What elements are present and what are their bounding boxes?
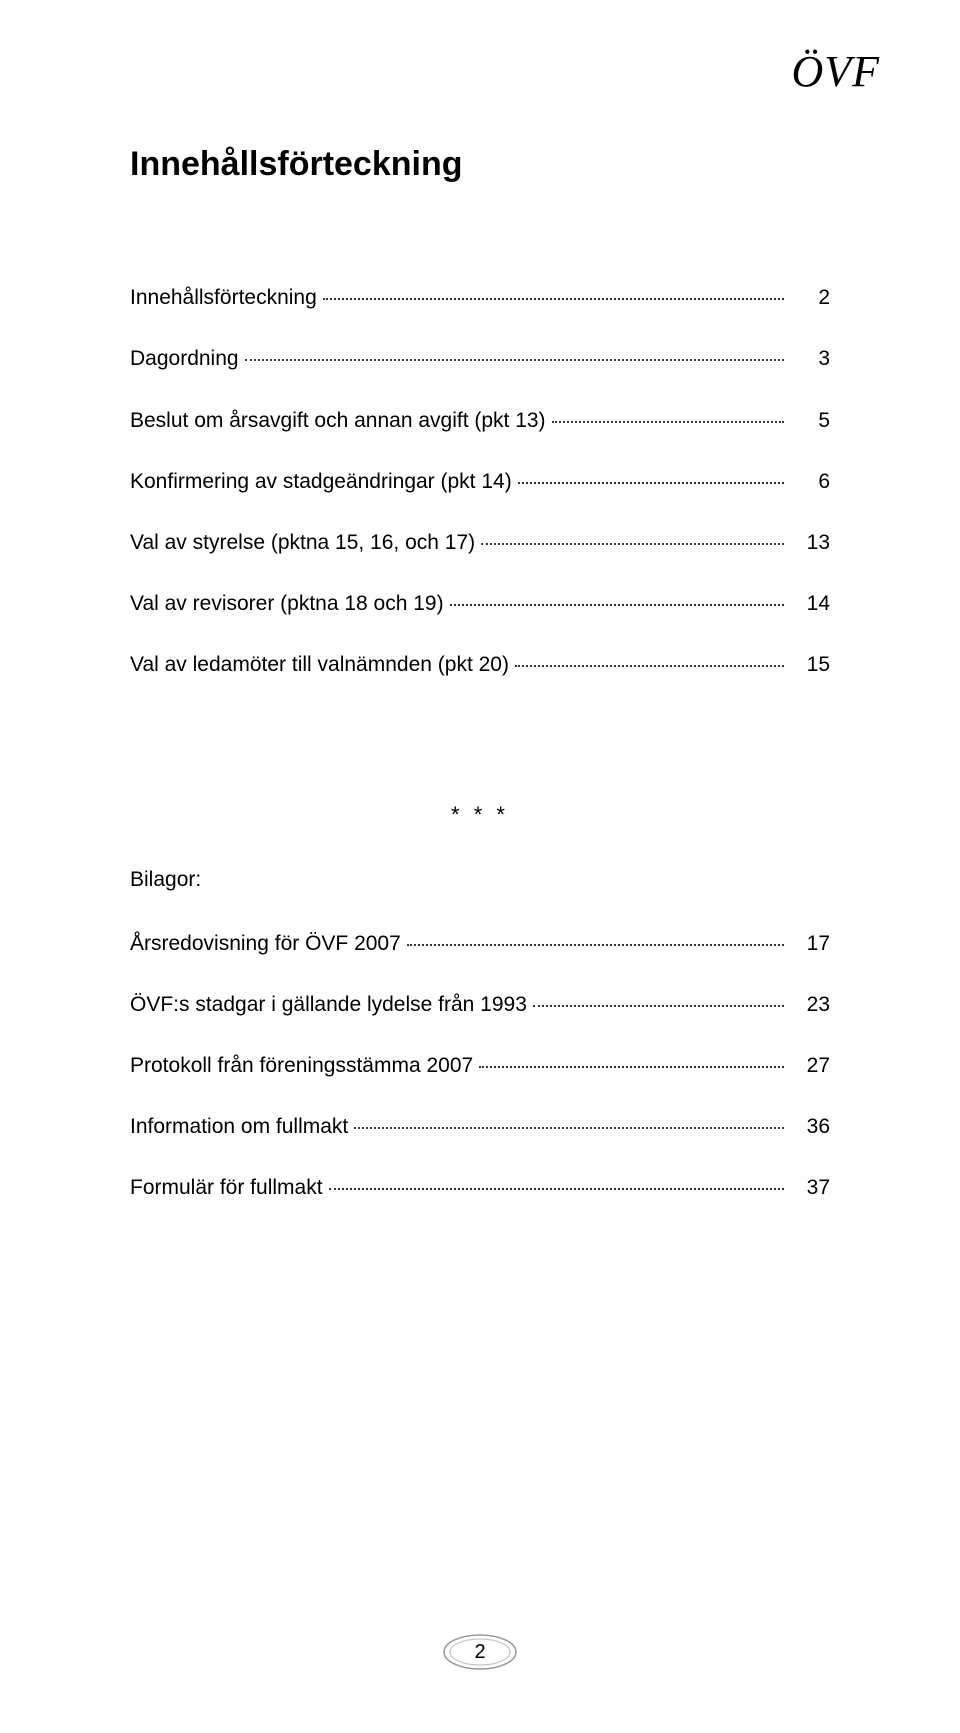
toc-page-number: 2 <box>790 286 830 310</box>
toc-label: Val av revisorer (pktna 18 och 19) <box>130 592 444 616</box>
toc-leader <box>245 340 784 365</box>
toc-label: Val av ledamöter till valnämnden (pkt 20… <box>130 653 509 677</box>
toc-label: ÖVF:s stadgar i gällande lydelse från 19… <box>130 993 527 1017</box>
toc-leader <box>515 646 784 671</box>
toc-page-number: 5 <box>790 409 830 433</box>
page-number-badge: 2 <box>440 1631 520 1673</box>
toc-row: Val av ledamöter till valnämnden (pkt 20… <box>130 646 830 677</box>
toc-page-number: 6 <box>790 470 830 494</box>
toc-label: Dagordning <box>130 347 239 371</box>
toc-page-number: 13 <box>790 531 830 555</box>
toc-label: Innehållsförteckning <box>130 286 317 310</box>
toc-bilagor-list: Årsredovisning för ÖVF 2007 17 ÖVF:s sta… <box>130 924 830 1200</box>
toc-page-number: 3 <box>790 347 830 371</box>
toc-leader <box>479 1047 784 1072</box>
toc-page-number: 17 <box>790 932 830 956</box>
content-area: Innehållsförteckning Innehållsförtecknin… <box>130 145 830 1230</box>
toc-label: Information om fullmakt <box>130 1115 348 1139</box>
toc-leader <box>552 401 784 426</box>
toc-leader <box>354 1108 784 1133</box>
toc-row: Formulär för fullmakt 37 <box>130 1169 830 1200</box>
toc-page-number: 37 <box>790 1176 830 1200</box>
toc-label: Konfirmering av stadgeändringar (pkt 14) <box>130 470 512 494</box>
bilagor-heading: Bilagor: <box>130 868 830 892</box>
toc-leader <box>329 1169 784 1194</box>
toc-leader <box>323 279 784 304</box>
toc-page-number: 14 <box>790 592 830 616</box>
toc-row: Information om fullmakt 36 <box>130 1108 830 1139</box>
toc-label: Val av styrelse (pktna 15, 16, och 17) <box>130 531 475 555</box>
page-footer: 2 <box>0 1631 960 1673</box>
toc-label: Årsredovisning för ÖVF 2007 <box>130 932 401 956</box>
toc-row: Innehållsförteckning 2 <box>130 279 830 310</box>
toc-row: Val av styrelse (pktna 15, 16, och 17) 1… <box>130 524 830 555</box>
toc-row: ÖVF:s stadgar i gällande lydelse från 19… <box>130 986 830 1017</box>
toc-leader <box>450 585 784 610</box>
toc-leader <box>518 463 784 488</box>
toc-row: Beslut om årsavgift och annan avgift (pk… <box>130 401 830 432</box>
toc-leader <box>481 524 784 549</box>
page-title: Innehållsförteckning <box>130 145 830 184</box>
toc-page-number: 23 <box>790 993 830 1017</box>
page-number-text: 2 <box>440 1631 520 1673</box>
toc-label: Formulär för fullmakt <box>130 1176 323 1200</box>
toc-row: Val av revisorer (pktna 18 och 19) 14 <box>130 585 830 616</box>
toc-page-number: 27 <box>790 1054 830 1078</box>
document-page: ÖVF Innehållsförteckning Innehållsförtec… <box>0 0 960 1733</box>
toc-leader <box>533 986 784 1011</box>
toc-leader <box>407 924 784 949</box>
toc-row: Konfirmering av stadgeändringar (pkt 14)… <box>130 463 830 494</box>
toc-label: Protokoll från föreningsstämma 2007 <box>130 1054 473 1078</box>
logo-text: ÖVF <box>791 46 880 97</box>
toc-row: Årsredovisning för ÖVF 2007 17 <box>130 924 830 955</box>
toc-row: Protokoll från föreningsstämma 2007 27 <box>130 1047 830 1078</box>
separator-stars: * * * <box>130 802 830 828</box>
toc-main-list: Innehållsförteckning 2 Dagordning 3 Besl… <box>130 279 830 677</box>
toc-label: Beslut om årsavgift och annan avgift (pk… <box>130 409 546 433</box>
toc-row: Dagordning 3 <box>130 340 830 371</box>
toc-page-number: 36 <box>790 1115 830 1139</box>
toc-page-number: 15 <box>790 653 830 677</box>
